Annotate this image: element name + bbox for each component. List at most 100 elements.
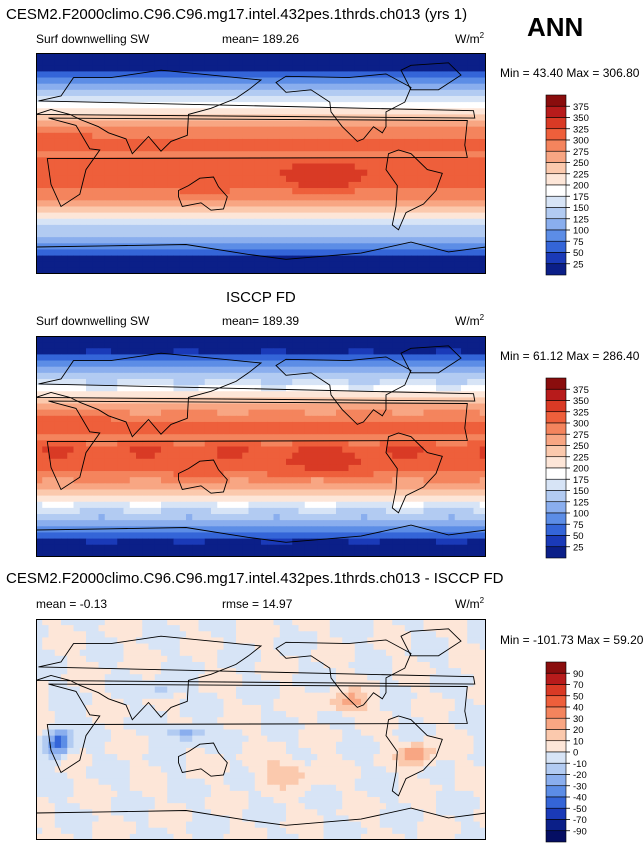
map-cell	[192, 59, 199, 66]
map-cell	[373, 336, 381, 343]
map-cell	[242, 526, 249, 533]
map-cell	[367, 59, 374, 66]
map-cell	[286, 372, 293, 380]
map-cell	[154, 483, 162, 490]
map-cell	[442, 421, 449, 429]
map-cell	[323, 181, 331, 189]
map-cell	[123, 403, 131, 411]
map-cell	[167, 89, 174, 97]
map-cell	[129, 120, 137, 128]
map-cell	[161, 188, 168, 195]
map-cell	[204, 212, 212, 220]
map-cell	[254, 440, 262, 447]
map-cell	[298, 385, 306, 392]
map-cell	[279, 218, 287, 226]
map-cell	[404, 194, 412, 201]
map-cell	[211, 464, 218, 472]
map-cell	[242, 489, 249, 497]
map-cell	[73, 372, 81, 380]
map-cell	[104, 249, 112, 256]
map-cell	[73, 378, 81, 386]
map-cell	[117, 446, 124, 454]
map-cell	[373, 409, 381, 417]
map-cell	[61, 206, 68, 214]
map-cell	[48, 108, 56, 115]
map-cell	[248, 428, 256, 435]
map-cell	[73, 169, 81, 177]
map-cell	[248, 212, 256, 220]
map-cell	[86, 126, 93, 134]
map-cell	[104, 200, 112, 207]
map-cell	[286, 446, 293, 454]
map-cell	[436, 249, 443, 256]
map-cell	[342, 440, 349, 447]
map-cell	[204, 108, 212, 115]
map-cell	[348, 267, 356, 274]
map-cell	[417, 175, 424, 183]
map-cell	[148, 102, 156, 109]
map-cell	[104, 59, 112, 66]
map-cell	[148, 200, 156, 207]
map-cell	[342, 145, 349, 152]
colorbar-tick-label: 50	[573, 248, 584, 259]
map-cell	[348, 114, 356, 121]
map-cell	[42, 77, 49, 85]
map-cell	[317, 471, 324, 478]
map-cell	[129, 188, 137, 195]
map-cell	[161, 495, 168, 503]
map-cell	[304, 65, 312, 72]
map-cell	[161, 385, 168, 392]
map-cell	[223, 526, 231, 533]
map-cell	[448, 421, 456, 429]
map-cell	[229, 446, 237, 454]
map-cell	[354, 520, 362, 527]
map-cell	[417, 224, 424, 232]
map-cell	[254, 428, 262, 435]
map-cell	[192, 391, 199, 398]
map-cell	[48, 421, 56, 429]
map-cell	[161, 53, 168, 60]
map-cell	[92, 526, 99, 533]
map-cell	[286, 181, 293, 189]
map-cell	[461, 255, 468, 263]
map-cell	[86, 83, 93, 91]
map-cell	[292, 95, 299, 103]
map-cell	[361, 446, 368, 454]
map-cell	[298, 71, 306, 78]
map-cell	[261, 391, 268, 398]
map-cell	[298, 471, 306, 478]
map-cell	[154, 495, 162, 503]
map-cell	[454, 421, 462, 429]
map-cell	[86, 495, 93, 503]
map-cell	[48, 342, 56, 349]
map-cell	[111, 59, 118, 66]
map-cell	[348, 169, 356, 177]
map-cell	[286, 471, 293, 478]
map-cell	[323, 169, 331, 177]
map-cell	[379, 336, 387, 343]
map-cell	[98, 336, 106, 343]
map-cell	[367, 255, 374, 263]
map-cell	[254, 348, 262, 355]
map-cell	[348, 507, 356, 515]
map-cell	[54, 65, 62, 72]
map-cell	[398, 71, 406, 78]
map-cell	[379, 446, 387, 454]
map-cell	[473, 514, 481, 521]
map-cell	[92, 397, 99, 404]
map-cell	[367, 385, 374, 392]
map-cell	[292, 224, 299, 232]
map-cell	[179, 181, 187, 189]
map-cell	[173, 348, 181, 355]
map-cell	[79, 477, 87, 484]
map-cell	[129, 212, 137, 220]
map-cell	[129, 237, 137, 244]
map-cell	[123, 53, 131, 60]
map-cell	[204, 483, 212, 490]
map-cell	[417, 366, 424, 374]
map-cell	[292, 458, 299, 466]
map-cell	[217, 415, 224, 423]
map-cell	[304, 458, 312, 466]
map-cell	[442, 83, 449, 91]
map-cell	[336, 249, 343, 256]
